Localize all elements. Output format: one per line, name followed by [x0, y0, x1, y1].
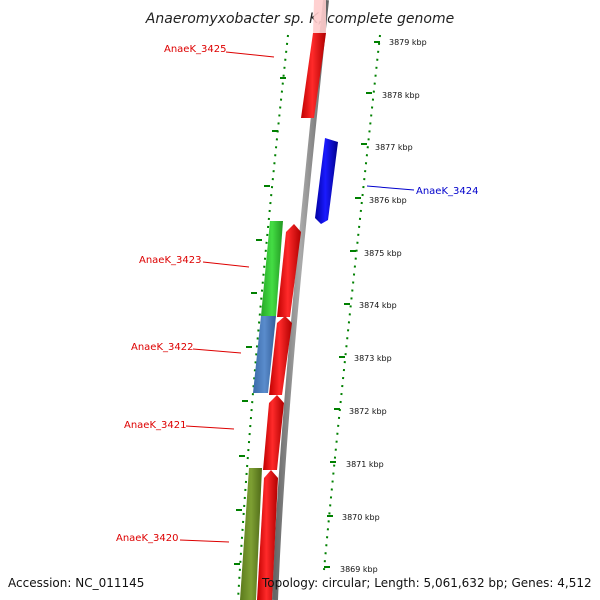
map-title: Anaeromyxobacter sp. K, complete genome: [145, 11, 454, 27]
gene-label-anaek-3420[interactable]: AnaeK_3420: [116, 533, 178, 544]
tick-label-3871: 3871 kbp: [346, 460, 384, 469]
outer-dotted-ring: [323, 34, 381, 571]
gene-arrow-anaek-3423[interactable]: [277, 224, 301, 317]
tick-label-3878: 3878 kbp: [382, 91, 420, 100]
gene-label-anaek-3425[interactable]: AnaeK_3425: [164, 44, 226, 55]
scale-labels: 3879 kbp 3878 kbp 3877 kbp 3876 kbp 3875…: [340, 38, 427, 574]
topology-label: Topology: circular; Length: 5,061,632 bp…: [262, 576, 592, 590]
tick-label-3872: 3872 kbp: [349, 407, 387, 416]
cog-block-green: [261, 221, 283, 316]
gene-label-anaek-3423[interactable]: AnaeK_3423: [139, 255, 201, 266]
gene-label-anaek-3424[interactable]: AnaeK_3424: [416, 186, 478, 197]
tick-label-3876: 3876 kbp: [369, 196, 407, 205]
gene-arrow-anaek-3420[interactable]: [257, 470, 278, 600]
cog-block-blue: [253, 316, 276, 393]
leader-lines: [179, 51, 415, 543]
gene-arrow-anaek-3421[interactable]: [263, 395, 284, 470]
tick-label-3875: 3875 kbp: [364, 249, 402, 258]
tick-label-3879: 3879 kbp: [389, 38, 427, 47]
scale-ticks: [234, 41, 380, 568]
tick-label-3869: 3869 kbp: [340, 565, 378, 574]
gene-arrow-anaek-3424[interactable]: [315, 138, 338, 224]
gene-arrow-anaek-3425-tip: [313, 0, 326, 33]
tick-label-3870: 3870 kbp: [342, 513, 380, 522]
accession-label: Accession: NC_011145: [8, 576, 145, 590]
gene-label-anaek-3421[interactable]: AnaeK_3421: [124, 420, 186, 431]
tick-label-3874: 3874 kbp: [359, 301, 397, 310]
gene-labels: AnaeK_3425 AnaeK_3424 AnaeK_3423 AnaeK_3…: [116, 44, 478, 544]
gene-arrows: [257, 0, 338, 600]
gene-arrow-anaek-3422[interactable]: [269, 316, 292, 395]
cog-block-olive: [240, 468, 262, 600]
gene-arrow-anaek-3425[interactable]: [301, 33, 326, 118]
gene-label-anaek-3422[interactable]: AnaeK_3422: [131, 342, 193, 353]
tick-label-3877: 3877 kbp: [375, 143, 413, 152]
tick-label-3873: 3873 kbp: [354, 354, 392, 363]
